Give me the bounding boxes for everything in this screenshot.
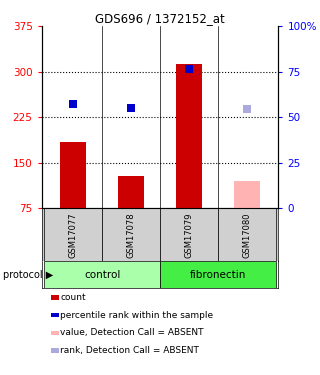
Text: rank, Detection Call = ABSENT: rank, Detection Call = ABSENT	[60, 346, 199, 355]
Bar	[51, 313, 59, 317]
Text: value, Detection Call = ABSENT: value, Detection Call = ABSENT	[60, 328, 204, 338]
Title: GDS696 / 1372152_at: GDS696 / 1372152_at	[95, 12, 225, 25]
Text: fibronectin: fibronectin	[189, 270, 246, 280]
Text: protocol ▶: protocol ▶	[3, 270, 53, 280]
Bar	[51, 348, 59, 353]
Point	[186, 66, 191, 72]
Point	[244, 106, 249, 112]
Bar	[234, 181, 260, 208]
Bar	[102, 208, 160, 261]
Bar	[218, 208, 276, 261]
Bar	[51, 295, 59, 300]
Bar	[176, 64, 202, 208]
Text: GSM17077: GSM17077	[69, 212, 78, 258]
Bar	[160, 261, 276, 288]
Point	[129, 105, 134, 111]
Text: count: count	[60, 293, 86, 302]
Text: GSM17079: GSM17079	[184, 212, 193, 258]
Text: percentile rank within the sample: percentile rank within the sample	[60, 310, 213, 320]
Text: control: control	[84, 270, 120, 280]
Text: GSM17078: GSM17078	[127, 212, 136, 258]
Bar	[118, 176, 144, 208]
Bar	[160, 208, 218, 261]
Bar	[44, 261, 160, 288]
Text: GSM17080: GSM17080	[242, 212, 251, 258]
Bar	[44, 208, 102, 261]
Point	[71, 101, 76, 107]
Bar	[60, 141, 86, 208]
Bar	[51, 331, 59, 335]
